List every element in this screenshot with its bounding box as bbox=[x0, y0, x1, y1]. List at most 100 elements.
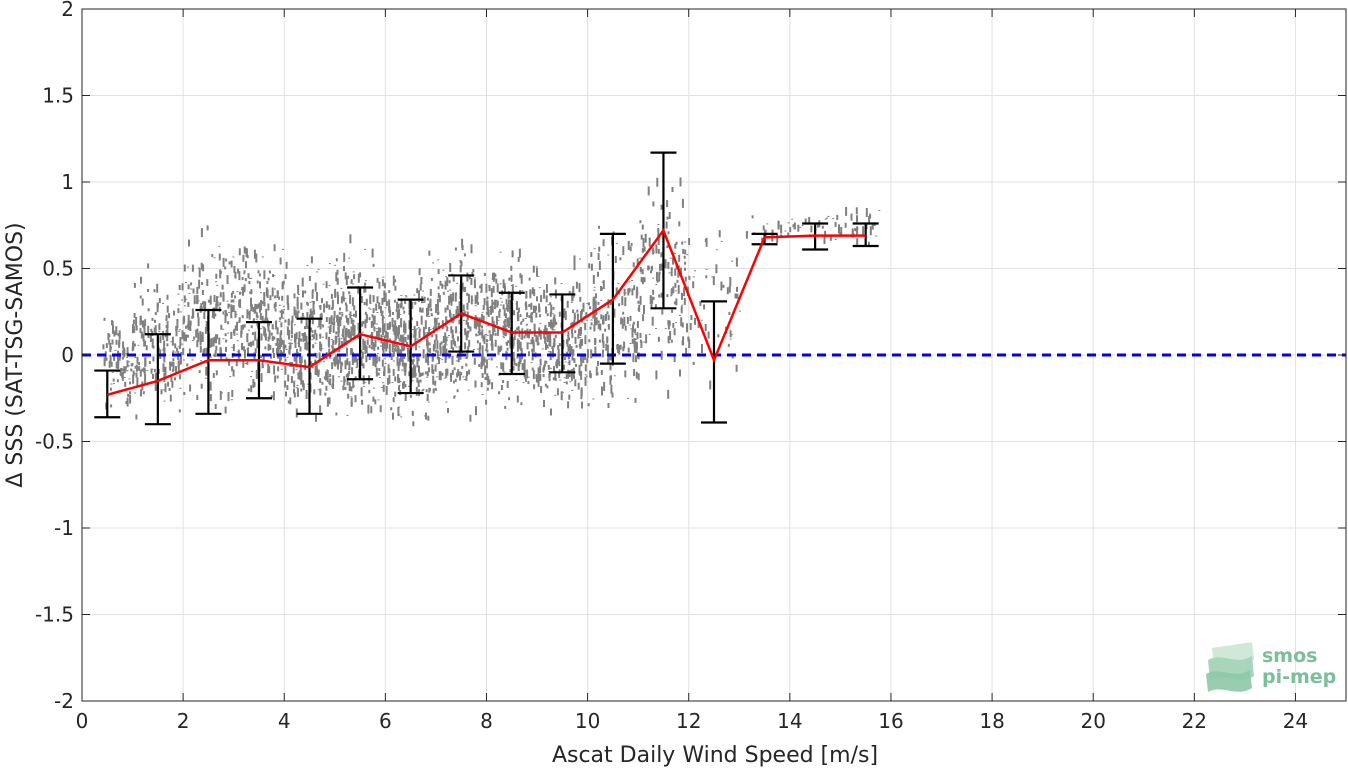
scatter-point bbox=[364, 319, 367, 329]
scatter-point bbox=[345, 276, 348, 286]
scatter-point bbox=[680, 306, 683, 314]
scatter-point bbox=[402, 306, 405, 310]
scatter-point bbox=[214, 307, 217, 311]
scatter-point bbox=[571, 328, 573, 334]
scatter-point bbox=[544, 383, 547, 387]
scatter-point bbox=[272, 347, 275, 353]
scatter-point bbox=[286, 301, 289, 305]
scatter-point bbox=[372, 308, 375, 314]
scatter-point bbox=[318, 305, 321, 307]
scatter-point bbox=[356, 358, 359, 368]
scatter-point bbox=[287, 374, 290, 382]
scatter-point bbox=[628, 324, 631, 326]
scatter-point bbox=[328, 317, 331, 325]
scatter-point bbox=[314, 329, 317, 335]
scatter-point bbox=[703, 304, 706, 310]
scatter-point bbox=[430, 308, 433, 312]
scatter-point bbox=[485, 399, 488, 405]
scatter-point bbox=[718, 230, 721, 238]
scatter-point bbox=[516, 311, 519, 321]
scatter-point bbox=[626, 316, 629, 324]
scatter-point bbox=[411, 410, 414, 416]
scatter-point bbox=[619, 257, 622, 261]
scatter-point bbox=[138, 362, 140, 366]
scatter-point bbox=[118, 355, 121, 361]
scatter-point bbox=[393, 326, 396, 336]
scatter-point bbox=[353, 331, 356, 339]
scatter-point bbox=[454, 292, 457, 302]
scatter-point bbox=[123, 368, 126, 374]
scatter-point bbox=[297, 294, 300, 295]
scatter-point bbox=[239, 291, 241, 295]
scatter-point bbox=[537, 371, 540, 381]
scatter-point bbox=[599, 323, 602, 331]
scatter-point bbox=[372, 263, 375, 267]
scatter-point bbox=[505, 357, 508, 359]
scatter-point bbox=[142, 333, 145, 335]
scatter-point bbox=[206, 279, 209, 287]
scatter-point bbox=[205, 321, 208, 328]
scatter-point bbox=[645, 334, 648, 344]
scatter-point bbox=[657, 224, 660, 225]
scatter-point bbox=[336, 269, 339, 275]
scatter-point bbox=[517, 339, 520, 349]
scatter-point bbox=[411, 380, 414, 382]
scatter-point bbox=[188, 239, 190, 247]
scatter-point bbox=[544, 336, 547, 344]
scatter-point bbox=[422, 388, 425, 390]
scatter-point bbox=[174, 351, 177, 353]
scatter-point bbox=[201, 281, 204, 285]
scatter-point bbox=[227, 311, 230, 313]
scatter-point bbox=[635, 371, 638, 379]
scatter-point bbox=[325, 369, 328, 371]
scatter-point bbox=[342, 298, 345, 302]
scatter-point bbox=[305, 318, 308, 328]
scatter-point bbox=[553, 329, 556, 331]
scatter-point bbox=[231, 366, 234, 372]
scatter-point bbox=[729, 330, 732, 338]
scatter-point bbox=[383, 290, 386, 296]
scatter-point bbox=[539, 366, 542, 374]
scatter-point bbox=[651, 265, 653, 271]
scatter-point bbox=[408, 350, 411, 360]
scatter-point bbox=[538, 303, 541, 313]
scatter-point bbox=[331, 362, 334, 370]
scatter-point bbox=[792, 224, 795, 228]
scatter-point bbox=[664, 259, 667, 269]
scatter-point bbox=[504, 307, 507, 309]
scatter-point bbox=[328, 381, 331, 385]
x-tick-label: 4 bbox=[278, 709, 291, 733]
scatter-point bbox=[667, 231, 670, 235]
scatter-point bbox=[399, 303, 402, 309]
scatter-point bbox=[195, 330, 198, 338]
scatter-point bbox=[681, 304, 684, 306]
scatter-point bbox=[455, 292, 457, 296]
scatter-point bbox=[444, 323, 447, 327]
scatter-point bbox=[163, 347, 166, 357]
scatter-point bbox=[213, 257, 216, 259]
scatter-point bbox=[257, 270, 260, 274]
scatter-point bbox=[337, 295, 339, 305]
scatter-point bbox=[567, 354, 570, 360]
scatter-point bbox=[283, 309, 285, 311]
scatter-point bbox=[422, 327, 425, 334]
scatter-point bbox=[124, 381, 127, 387]
scatter-point bbox=[260, 355, 263, 358]
scatter-point bbox=[255, 369, 258, 379]
scatter-point bbox=[250, 304, 253, 310]
scatter-point bbox=[513, 335, 516, 341]
scatter-point bbox=[197, 267, 200, 269]
scatter-point bbox=[241, 342, 243, 350]
scatter-point bbox=[613, 308, 616, 318]
scatter-point bbox=[532, 265, 535, 273]
scatter-point bbox=[451, 355, 454, 365]
scatter-point bbox=[452, 314, 455, 317]
scatter-point bbox=[385, 301, 388, 307]
scatter-point bbox=[561, 391, 564, 393]
scatter-point bbox=[282, 305, 285, 307]
scatter-point bbox=[120, 367, 123, 371]
scatter-point bbox=[115, 361, 118, 369]
scatter-point bbox=[584, 374, 587, 376]
scatter-point bbox=[597, 361, 599, 366]
scatter-point bbox=[210, 338, 213, 348]
